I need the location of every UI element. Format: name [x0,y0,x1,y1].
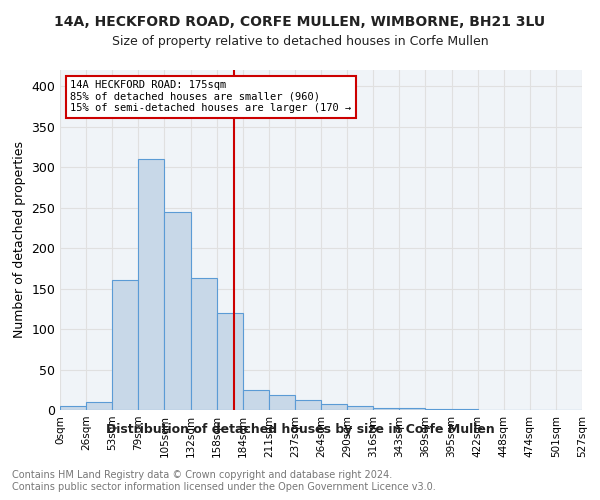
Bar [321,404,347,410]
Text: Contains HM Land Registry data © Crown copyright and database right 2024.
Contai: Contains HM Land Registry data © Crown c… [12,470,436,492]
Bar [295,400,321,410]
Bar [60,406,86,410]
Text: Distribution of detached houses by size in Corfe Mullen: Distribution of detached houses by size … [106,422,494,436]
Bar [269,396,295,410]
Bar [425,409,452,410]
Text: 14A, HECKFORD ROAD, CORFE MULLEN, WIMBORNE, BH21 3LU: 14A, HECKFORD ROAD, CORFE MULLEN, WIMBOR… [55,15,545,29]
Bar [452,409,478,410]
Bar [139,159,164,410]
Bar [112,280,139,410]
Bar [373,408,400,410]
Bar [86,402,112,410]
Text: Size of property relative to detached houses in Corfe Mullen: Size of property relative to detached ho… [112,35,488,48]
Bar [243,390,269,410]
Text: 14A HECKFORD ROAD: 175sqm
85% of detached houses are smaller (960)
15% of semi-d: 14A HECKFORD ROAD: 175sqm 85% of detache… [70,80,352,114]
Bar [191,278,217,410]
Bar [217,313,243,410]
Bar [164,212,191,410]
Bar [347,406,373,410]
Y-axis label: Number of detached properties: Number of detached properties [13,142,26,338]
Bar [400,408,425,410]
